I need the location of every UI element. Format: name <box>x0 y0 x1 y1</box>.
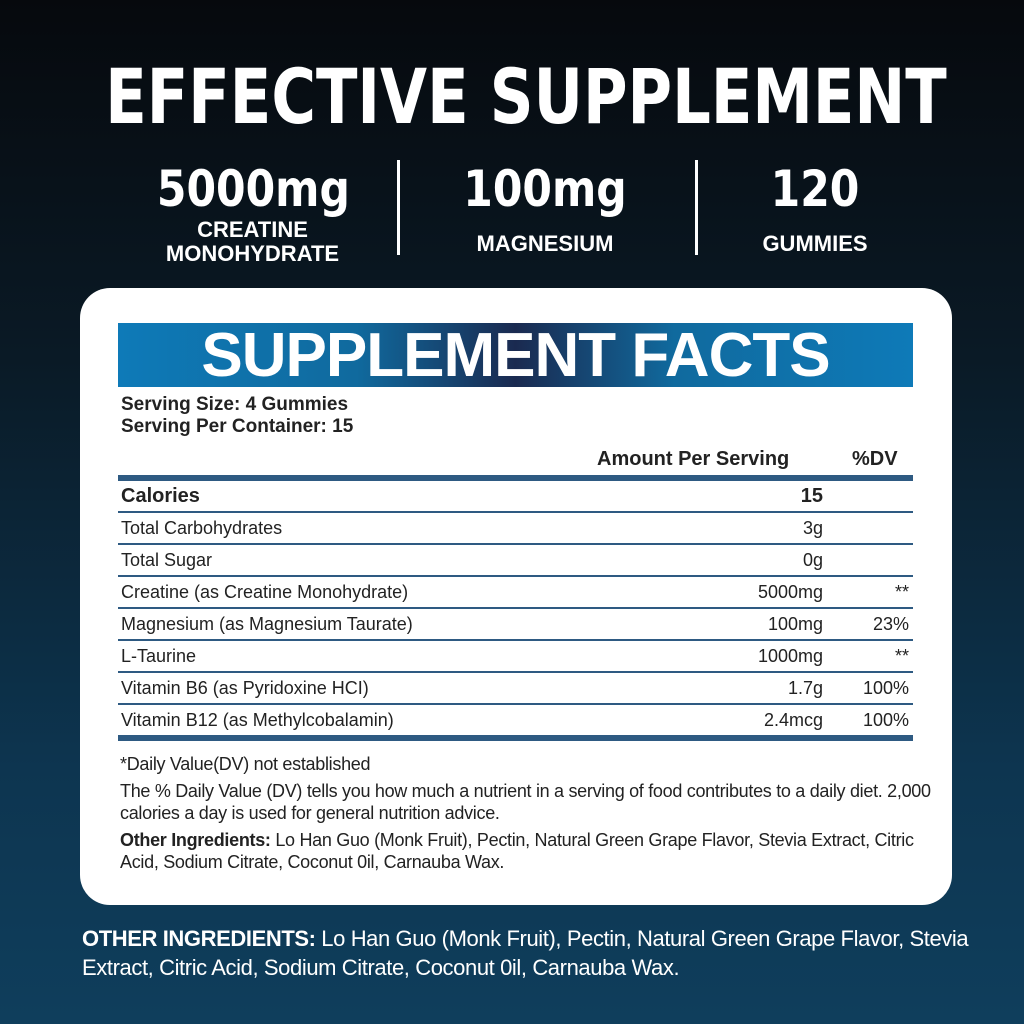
stat-value: 5000mg <box>156 160 350 218</box>
table-row: Magnesium (as Magnesium Taurate) 100mg 23% <box>118 609 913 641</box>
nutrient-name: Vitamin B12 (as Methylcobalamin) <box>121 710 394 730</box>
dv-explanation: The % Daily Value (DV) tells you how muc… <box>120 781 931 823</box>
facts-table: Calories 15 Total Carbohydrates 3g Total Sug… <box>118 475 913 741</box>
stat-value: 120 <box>770 160 860 218</box>
other-ingredients: Other Ingredients: Lo Han Guo (Monk Frui… <box>120 829 940 873</box>
nutrient-name: Total Carbohydrates <box>121 518 283 538</box>
dv-note: *Daily Value(DV) not established <box>120 754 371 774</box>
serving-size: Serving Size: 4 Gummies <box>121 394 349 415</box>
nutrient-name: Magnesium (as Magnesium Taurate) <box>121 614 413 634</box>
nutrient-dv: ** <box>894 646 909 666</box>
stat-value: 100mg <box>463 160 627 218</box>
dv-header: %DV <box>852 448 898 470</box>
nutrient-name: Total Sugar <box>121 550 213 570</box>
nutrient-amount: 5000mg <box>757 582 823 602</box>
stat-label: MAGNESIUM <box>476 231 614 256</box>
other-ingredients-text: Lo Han Guo (Monk Fruit), Pectin, Natural… <box>120 830 914 872</box>
nutrient-amount: 1.7g <box>787 678 823 698</box>
divider <box>397 160 400 255</box>
table-row: Total Carbohydrates 3g <box>118 513 913 545</box>
footer-label: OTHER INGREDIENTS: <box>82 926 316 951</box>
stat-magnesium: 100mg MAGNESIUM <box>440 160 650 256</box>
other-ingredients-label: Other Ingredients: <box>120 830 271 850</box>
nutrient-amount: 2.4mcg <box>763 710 823 730</box>
stat-creatine: 5000mg CREATINE MONOHYDRATE <box>140 160 365 266</box>
table-row: L-Taurine 1000mg ** <box>118 641 913 673</box>
nutrient-dv: 23% <box>872 614 909 634</box>
nutrient-dv: ** <box>894 582 909 602</box>
table-row: Vitamin B12 (as Methylcobalamin) 2.4mcg 10… <box>118 705 913 737</box>
serving-per-container: Serving Per Container: 15 <box>121 416 354 437</box>
notes: *Daily Value(DV) not established The % D… <box>120 753 940 878</box>
divider <box>695 160 698 255</box>
thick-rule <box>118 475 913 481</box>
facts-banner: SUPPLEMENT FACTS <box>118 323 913 387</box>
stat-label: GUMMIES <box>762 231 868 256</box>
table-row: Calories 15 <box>118 481 913 513</box>
stat-gummies: 120 GUMMIES <box>740 160 890 256</box>
nutrient-amount: 3g <box>802 518 823 538</box>
table-row: Total Sugar 0g <box>118 545 913 577</box>
supplement-facts-card: SUPPLEMENT FACTS Serving Size: 4 Gummies… <box>80 288 952 905</box>
amount-header: Amount Per Serving <box>597 448 790 470</box>
stat-label: CREATINE MONOHYDRATE <box>165 217 340 266</box>
nutrient-amount: 1000mg <box>757 646 823 666</box>
table-row: Creatine (as Creatine Monohydrate) 5000mg… <box>118 577 913 609</box>
nutrient-name: Vitamin B6 (as Pyridoxine HCI) <box>121 678 369 698</box>
nutrient-amount: 0g <box>802 550 823 570</box>
serving-info: Serving Size: 4 Gummies Serving Per Cont… <box>121 394 353 438</box>
nutrient-amount: 15 <box>800 485 823 507</box>
footer-text: Lo Han Guo (Monk Fruit), Pectin, Natural… <box>82 926 969 980</box>
headline-text: EFFECTIVE SUPPLEMENT <box>105 52 947 141</box>
headline: EFFECTIVE SUPPLEMENT <box>0 52 1024 142</box>
nutrient-dv: 100% <box>862 678 909 698</box>
thick-rule <box>118 735 913 741</box>
nutrient-amount: 100mg <box>767 614 823 634</box>
nutrient-name: Creatine (as Creatine Monohydrate) <box>121 582 409 602</box>
nutrient-name: Calories <box>121 485 200 507</box>
table-row: Vitamin B6 (as Pyridoxine HCI) 1.7g 100% <box>118 673 913 705</box>
footer-ingredients: OTHER INGREDIENTS: Lo Han Guo (Monk Frui… <box>82 924 972 982</box>
nutrient-name: L-Taurine <box>121 646 197 666</box>
nutrient-dv: 100% <box>862 710 909 730</box>
